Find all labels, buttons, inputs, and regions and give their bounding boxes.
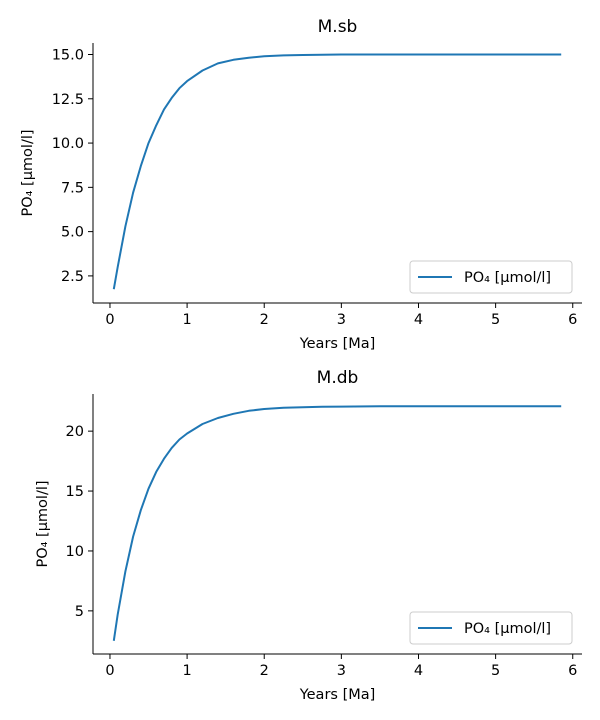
x-tick-label: 1 bbox=[182, 312, 191, 328]
y-tick-label: 12.5 bbox=[52, 92, 84, 108]
x-tick-label: 4 bbox=[414, 663, 423, 679]
x-tick-label: 2 bbox=[260, 312, 269, 328]
y-axis-label: PO₄ [µmol/l] bbox=[20, 129, 36, 216]
y-tick-label: 20 bbox=[66, 424, 84, 440]
x-tick-label: 2 bbox=[260, 663, 269, 679]
legend: PO₄ [µmol/l] bbox=[409, 611, 573, 645]
y-axis-label: PO₄ [µmol/l] bbox=[35, 480, 51, 567]
x-axis-label: Years [Ma] bbox=[299, 687, 376, 703]
x-tick-label: 5 bbox=[491, 663, 500, 679]
y-tick-label: 10 bbox=[66, 544, 84, 560]
x-axis-label: Years [Ma] bbox=[299, 336, 376, 352]
y-tick-label: 5.0 bbox=[61, 225, 84, 241]
x-tick-label: 0 bbox=[105, 663, 114, 679]
legend-box bbox=[409, 260, 573, 294]
x-tick-label: 6 bbox=[568, 312, 577, 328]
chart-title: M.db bbox=[317, 368, 359, 388]
legend-box bbox=[409, 611, 573, 645]
legend-label: PO₄ [µmol/l] bbox=[464, 270, 551, 286]
chart-panel-1: M.sb 0 1 2 3 4 5 6 2.5 5.0 7.5 10.0 12.5 15.0 Years [M… bbox=[20, 17, 582, 352]
x-tick-label: 0 bbox=[105, 312, 114, 328]
y-tick-label: 15 bbox=[66, 484, 84, 500]
y-tick-label: 7.5 bbox=[61, 180, 84, 196]
chart-panel-2: M.db 0 1 2 3 4 5 6 5 10 15 20 Years [Ma] PO₄ [µmol/l]… bbox=[35, 368, 582, 703]
legend: PO₄ [µmol/l] bbox=[409, 260, 573, 294]
x-tick-label: 6 bbox=[568, 663, 577, 679]
series-line bbox=[112, 53, 562, 290]
y-tick-label: 5 bbox=[75, 604, 84, 620]
y-tick-label: 15.0 bbox=[52, 48, 84, 64]
y-tick-label: 10.0 bbox=[52, 136, 84, 152]
x-tick-label: 3 bbox=[337, 312, 346, 328]
series-line bbox=[112, 405, 562, 641]
x-tick-label: 1 bbox=[182, 663, 191, 679]
x-tick-label: 4 bbox=[414, 312, 423, 328]
x-tick-label: 3 bbox=[337, 663, 346, 679]
legend-label: PO₄ [µmol/l] bbox=[464, 621, 551, 637]
y-tick-label: 2.5 bbox=[61, 269, 84, 285]
x-tick-label: 5 bbox=[491, 312, 500, 328]
chart-title: M.sb bbox=[318, 17, 358, 37]
